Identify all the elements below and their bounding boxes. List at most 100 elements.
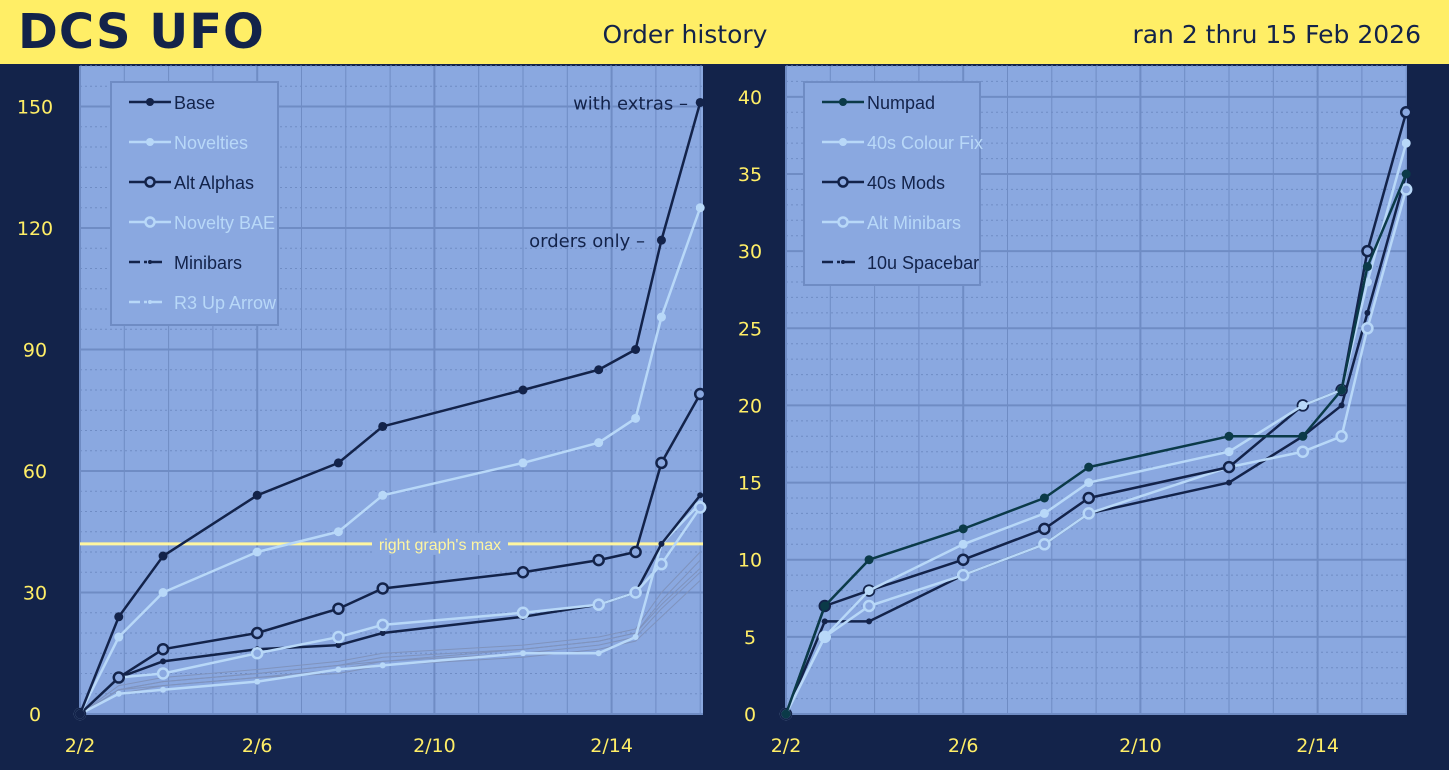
page-title: Order history xyxy=(602,20,768,49)
legend-item: Alt Minibars xyxy=(822,213,961,233)
x-tick-label: 2/2 xyxy=(65,735,96,757)
data-point xyxy=(335,642,342,649)
y-tick-label: 20 xyxy=(738,395,762,417)
data-point xyxy=(1224,431,1234,441)
legend-label: 40s Mods xyxy=(867,173,945,193)
data-point xyxy=(1084,478,1094,488)
series-unnamed xyxy=(79,551,701,715)
data-point xyxy=(695,97,705,107)
legend-marker xyxy=(837,176,849,188)
data-point xyxy=(156,642,170,656)
data-point xyxy=(332,602,345,615)
legend-label: Base xyxy=(174,93,215,113)
data-point xyxy=(1226,479,1232,486)
chart-1: 0 30 60 90 120 150 2/2 2/6 2/10 2/14 right graph's… xyxy=(17,65,707,757)
y-tick-label: 0 xyxy=(29,704,41,726)
y-tick-label: 30 xyxy=(23,583,47,605)
legend-label: 10u Spacebar xyxy=(867,253,979,273)
series-unnamed xyxy=(79,571,701,715)
reference-label: right graph's max xyxy=(379,537,501,554)
legend-marker xyxy=(839,98,847,106)
data-point xyxy=(378,490,388,500)
legend-label: Alt Alphas xyxy=(174,173,254,193)
series-line xyxy=(79,559,701,715)
y-tick-label: 5 xyxy=(744,627,756,649)
data-point xyxy=(112,671,126,684)
data-point xyxy=(1039,493,1049,503)
data-point xyxy=(115,690,122,697)
data-point xyxy=(250,647,264,660)
legend: Base Novelties Alt Alphas Novelty BAE Miniba… xyxy=(110,81,279,326)
y-tick-label: 150 xyxy=(17,97,53,119)
data-point xyxy=(866,618,873,625)
data-point xyxy=(1038,538,1051,551)
data-point xyxy=(75,709,85,719)
legend-item: Minibars xyxy=(129,253,242,273)
data-point xyxy=(378,421,388,431)
data-point xyxy=(520,650,526,657)
data-point xyxy=(658,540,665,547)
data-point xyxy=(518,385,528,395)
annotation: with extras – xyxy=(573,93,688,114)
legend-item: Base xyxy=(129,93,215,113)
data-point xyxy=(821,618,828,625)
legend-item: Novelty BAE xyxy=(129,213,275,233)
data-point xyxy=(781,709,791,719)
data-point xyxy=(631,413,641,423)
legend-box xyxy=(803,81,981,286)
data-point xyxy=(1298,431,1308,441)
data-point xyxy=(1082,491,1095,505)
series-unnamed xyxy=(79,559,701,715)
data-point xyxy=(114,632,124,642)
data-point xyxy=(958,524,968,534)
legend-item: 40s Mods xyxy=(822,173,945,193)
data-point xyxy=(333,527,343,537)
data-point xyxy=(864,586,874,596)
data-point xyxy=(376,618,389,632)
data-point xyxy=(594,365,604,375)
x-tick-label: 2/14 xyxy=(1296,735,1339,757)
data-point xyxy=(516,566,530,579)
data-point xyxy=(697,492,704,499)
data-point xyxy=(632,634,639,641)
legend-item: Numpad xyxy=(822,93,935,113)
series-numpad xyxy=(781,169,1411,719)
data-point xyxy=(114,612,124,622)
date-range: ran 2 thru 15 Feb 2026 xyxy=(1132,20,1421,49)
data-point xyxy=(956,568,970,582)
data-point xyxy=(156,667,170,680)
data-point xyxy=(656,312,666,322)
data-point xyxy=(864,555,874,565)
data-point xyxy=(592,598,605,611)
data-point xyxy=(1401,138,1411,148)
brand-logo: DCS UFO xyxy=(18,4,265,60)
data-point xyxy=(518,458,528,468)
data-point xyxy=(693,501,707,514)
data-point xyxy=(820,632,830,642)
x-tick-label: 2/10 xyxy=(413,735,456,757)
legend-marker xyxy=(841,260,845,264)
data-point xyxy=(252,547,262,557)
legend-marker xyxy=(146,98,154,106)
data-point xyxy=(629,586,642,599)
data-point xyxy=(958,539,968,549)
data-point xyxy=(695,203,705,213)
legend-marker xyxy=(144,216,156,228)
data-point xyxy=(332,630,345,644)
legend-marker xyxy=(839,138,847,146)
data-point xyxy=(594,438,604,448)
legend-label: Novelty BAE xyxy=(174,213,275,233)
data-point xyxy=(1039,508,1049,518)
x-tick-label: 2/14 xyxy=(590,735,633,757)
data-point xyxy=(956,553,970,566)
data-point xyxy=(252,490,262,500)
data-point xyxy=(250,626,264,640)
data-point xyxy=(1337,385,1347,395)
reference-label-bg xyxy=(372,532,508,555)
series-alt-alphas xyxy=(73,387,707,721)
legend-item: 10u Spacebar xyxy=(822,253,979,273)
data-point xyxy=(595,650,602,657)
legend-label: R3 Up Arrow xyxy=(174,293,277,313)
legend-marker xyxy=(146,138,154,146)
data-point xyxy=(862,599,876,613)
